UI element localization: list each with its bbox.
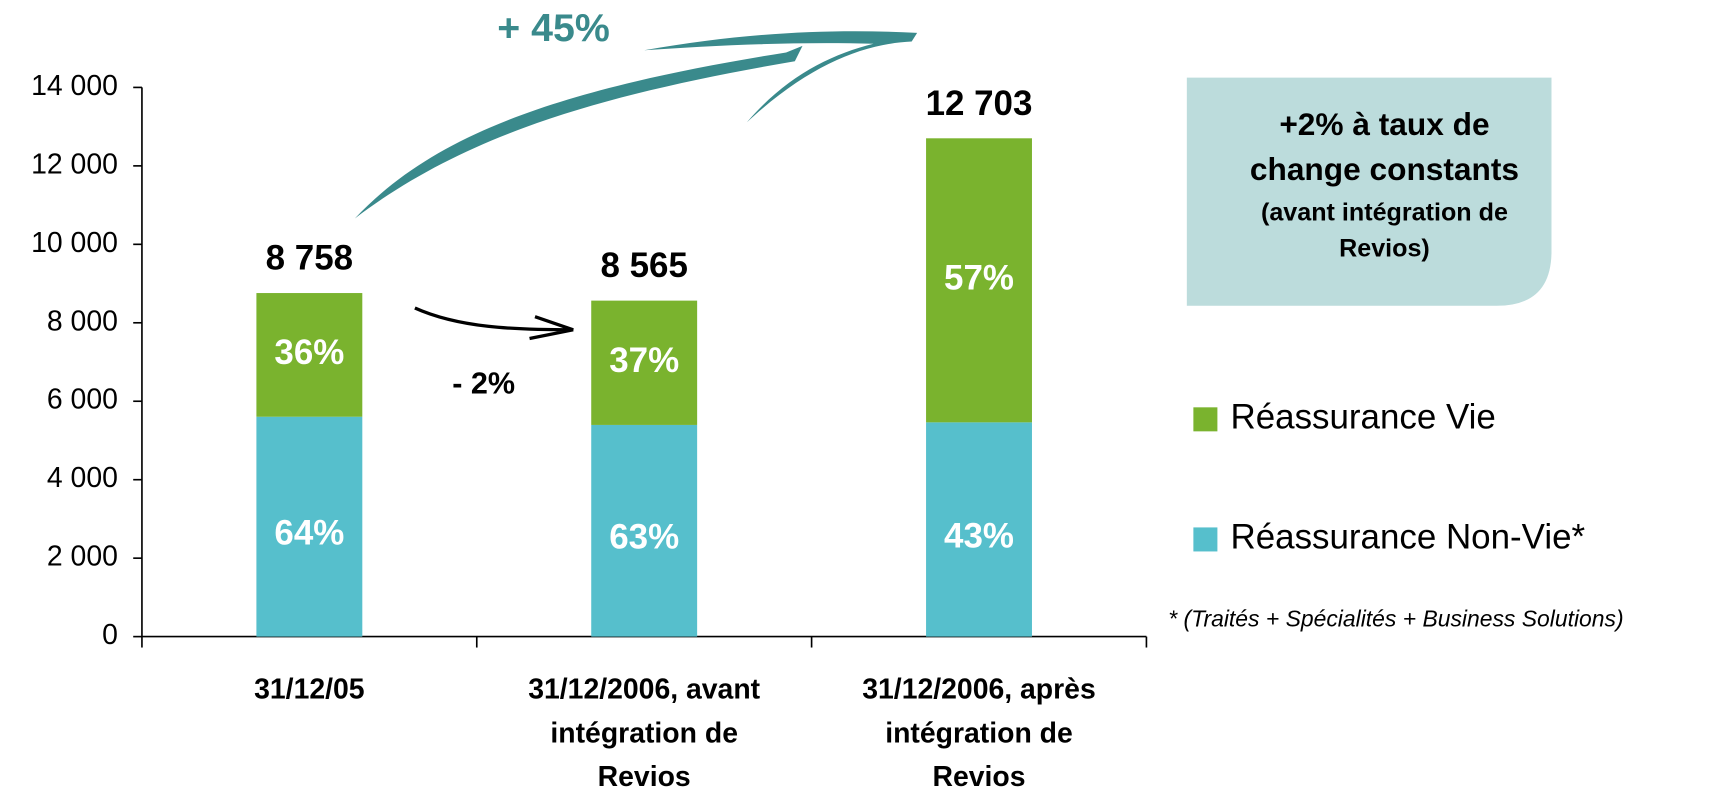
growth-arrow-head	[644, 31, 918, 123]
y-tick-label: 2 000	[47, 541, 118, 573]
y-tick-label: 10 000	[31, 227, 118, 259]
bar-segment	[926, 138, 1032, 423]
decline-arrow	[414, 306, 574, 341]
bar-segment	[256, 416, 363, 637]
segment-label: 63%	[609, 518, 679, 557]
x-tick-label: intégration de	[885, 717, 1073, 749]
y-tick-label: 4 000	[47, 462, 118, 494]
total-label: 8 758	[266, 239, 353, 278]
x-tick-label: 31/12/2006, avant	[528, 674, 760, 706]
x-tick-label: Revios	[932, 761, 1025, 793]
bar-segment	[256, 293, 363, 417]
total-label: 12 703	[926, 84, 1033, 123]
legend-label: Réassurance Vie	[1231, 398, 1496, 437]
bar-segment	[591, 300, 698, 425]
y-tick-label: 0	[102, 619, 118, 651]
box-note: Revios)	[1339, 235, 1430, 263]
box-title: +2% à taux de	[1279, 106, 1489, 142]
y-tick-label: 8 000	[47, 305, 118, 337]
bar-segment	[591, 424, 698, 637]
note-box	[1186, 77, 1552, 306]
total-label: 8 565	[600, 246, 687, 285]
segment-label: 57%	[944, 259, 1014, 298]
segment-label: 64%	[274, 514, 344, 553]
segment-label: 36%	[274, 333, 344, 372]
box-title: change constants	[1250, 151, 1519, 187]
legend-label: Réassurance Non-Vie*	[1231, 518, 1586, 557]
y-tick-label: 14 000	[31, 70, 118, 102]
box-note: (avant intégration de	[1261, 199, 1508, 227]
bar-segment	[926, 422, 1032, 637]
y-tick-label: 6 000	[47, 384, 118, 416]
x-tick-label: 31/12/05	[254, 674, 364, 706]
decline-annotation: - 2%	[452, 367, 515, 401]
y-tick-label: 12 000	[31, 148, 118, 180]
segment-label: 43%	[944, 516, 1014, 555]
segment-label: 37%	[609, 341, 679, 380]
growth-annotation: + 45%	[497, 6, 610, 50]
legend-swatch	[1193, 527, 1218, 552]
x-tick-label: 31/12/2006, après	[862, 674, 1095, 706]
x-tick-label: Revios	[598, 761, 691, 793]
footnote: * (Traités + Spécialités + Business Solu…	[1168, 605, 1623, 631]
x-tick-label: intégration de	[550, 717, 738, 749]
legend-swatch	[1193, 407, 1218, 432]
growth-arrow	[354, 45, 803, 219]
